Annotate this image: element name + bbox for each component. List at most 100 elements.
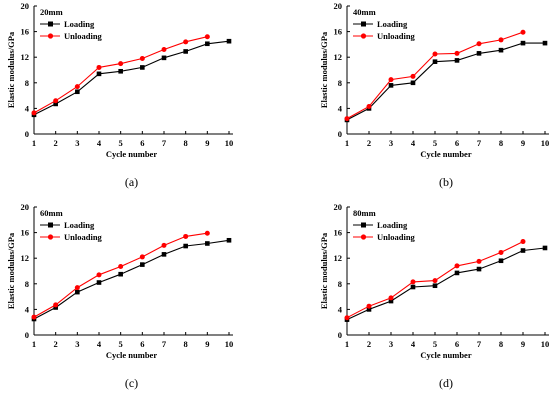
data-point-loading	[118, 271, 123, 277]
data-point-unloading	[183, 233, 189, 239]
data-point-loading	[53, 101, 58, 107]
x-tick-label: 3	[389, 339, 393, 349]
data-point-loading	[410, 80, 416, 86]
data-point-loading	[520, 248, 526, 253]
data-point-unloading	[53, 302, 59, 308]
y-axis-label: Elastic modulus/GPa	[319, 31, 329, 108]
legend-label-unloading: Unloading	[377, 232, 416, 242]
x-tick-label: 2	[367, 138, 371, 148]
x-tick-label: 2	[54, 339, 58, 349]
legend-marker-loading	[48, 21, 53, 27]
y-tick-label: 0	[25, 129, 29, 139]
x-tick-label: 9	[205, 138, 209, 148]
x-tick-label: 6	[455, 138, 459, 148]
x-tick-label: 8	[499, 339, 503, 349]
data-point-unloading	[520, 29, 526, 35]
x-tick-label: 7	[162, 339, 167, 349]
series-line-unloading	[346, 31, 524, 120]
y-tick-label: 4	[25, 103, 30, 113]
data-point-unloading	[366, 303, 372, 309]
x-tick-label: 9	[205, 339, 209, 349]
legend-marker-unloading	[360, 234, 367, 240]
legend-marker-loading	[361, 222, 366, 228]
data-point-unloading	[366, 103, 372, 109]
data-point-loading	[205, 41, 210, 47]
data-point-loading	[161, 55, 167, 61]
y-tick-label: 20	[21, 1, 30, 11]
data-point-unloading	[432, 51, 438, 57]
x-tick-label: 7	[477, 138, 482, 148]
x-tick-label: 2	[54, 138, 58, 148]
y-tick-label: 20	[334, 1, 343, 11]
x-tick-label: 4	[411, 138, 416, 148]
data-point-loading	[183, 243, 188, 249]
specimen-annotation: 20mm	[40, 7, 63, 17]
data-point-unloading	[96, 272, 102, 278]
x-tick-label: 5	[119, 339, 123, 349]
series-line-loading	[33, 239, 230, 320]
panel-label: (a)	[125, 175, 138, 189]
y-tick-label: 16	[334, 27, 343, 37]
x-tick-label: 4	[97, 138, 102, 148]
x-tick-label: 8	[184, 138, 188, 148]
data-point-loading	[140, 65, 145, 70]
y-tick-label: 12	[334, 52, 343, 62]
data-point-unloading	[520, 239, 526, 245]
y-axis-label: Elastic modulus/GPa	[6, 232, 16, 309]
data-point-loading	[542, 40, 548, 46]
data-point-unloading	[74, 285, 80, 291]
data-point-loading	[388, 83, 394, 88]
y-tick-label: 0	[25, 330, 29, 340]
data-point-loading	[410, 284, 416, 290]
data-point-loading	[432, 283, 438, 289]
x-axis-label: Cycle number	[420, 149, 471, 159]
data-point-unloading	[498, 37, 504, 43]
y-tick-label: 8	[338, 279, 342, 289]
y-tick-label: 4	[338, 304, 343, 314]
data-point-loading	[140, 262, 145, 267]
data-point-loading	[454, 58, 460, 63]
x-tick-label: 7	[162, 138, 167, 148]
series-line-loading	[346, 247, 546, 321]
x-tick-label: 1	[345, 339, 349, 349]
x-tick-label: 5	[119, 138, 123, 148]
data-point-unloading	[161, 47, 167, 53]
specimen-annotation: 80mm	[353, 208, 376, 218]
specimen-annotation: 60mm	[40, 208, 63, 218]
series-line-loading	[33, 40, 230, 116]
x-tick-label: 9	[521, 138, 525, 148]
specimen-annotation: 40mm	[353, 7, 376, 17]
x-tick-label: 10	[541, 138, 550, 148]
data-point-loading	[432, 59, 438, 64]
data-point-unloading	[410, 73, 416, 79]
data-point-unloading	[344, 315, 350, 321]
y-tick-label: 16	[21, 228, 30, 238]
data-point-unloading	[410, 279, 416, 285]
x-tick-label: 4	[97, 339, 102, 349]
x-tick-label: 10	[541, 339, 550, 349]
legend-label-loading: Loading	[64, 220, 95, 230]
y-tick-label: 8	[25, 78, 29, 88]
data-point-loading	[498, 258, 504, 264]
y-tick-label: 12	[21, 52, 30, 62]
data-point-unloading	[31, 110, 37, 116]
data-point-unloading	[139, 254, 145, 260]
series-line-loading	[346, 42, 545, 121]
data-point-unloading	[344, 116, 350, 122]
y-tick-label: 16	[21, 27, 30, 37]
y-tick-label: 12	[334, 253, 343, 263]
x-tick-label: 8	[499, 138, 503, 148]
data-point-loading	[118, 68, 123, 74]
legend-label-loading: Loading	[64, 19, 95, 29]
x-tick-label: 5	[433, 138, 437, 148]
x-tick-label: 5	[433, 339, 437, 349]
data-point-loading	[205, 241, 210, 246]
data-point-unloading	[161, 242, 167, 248]
x-tick-label: 2	[367, 339, 371, 349]
data-point-loading	[498, 47, 504, 53]
